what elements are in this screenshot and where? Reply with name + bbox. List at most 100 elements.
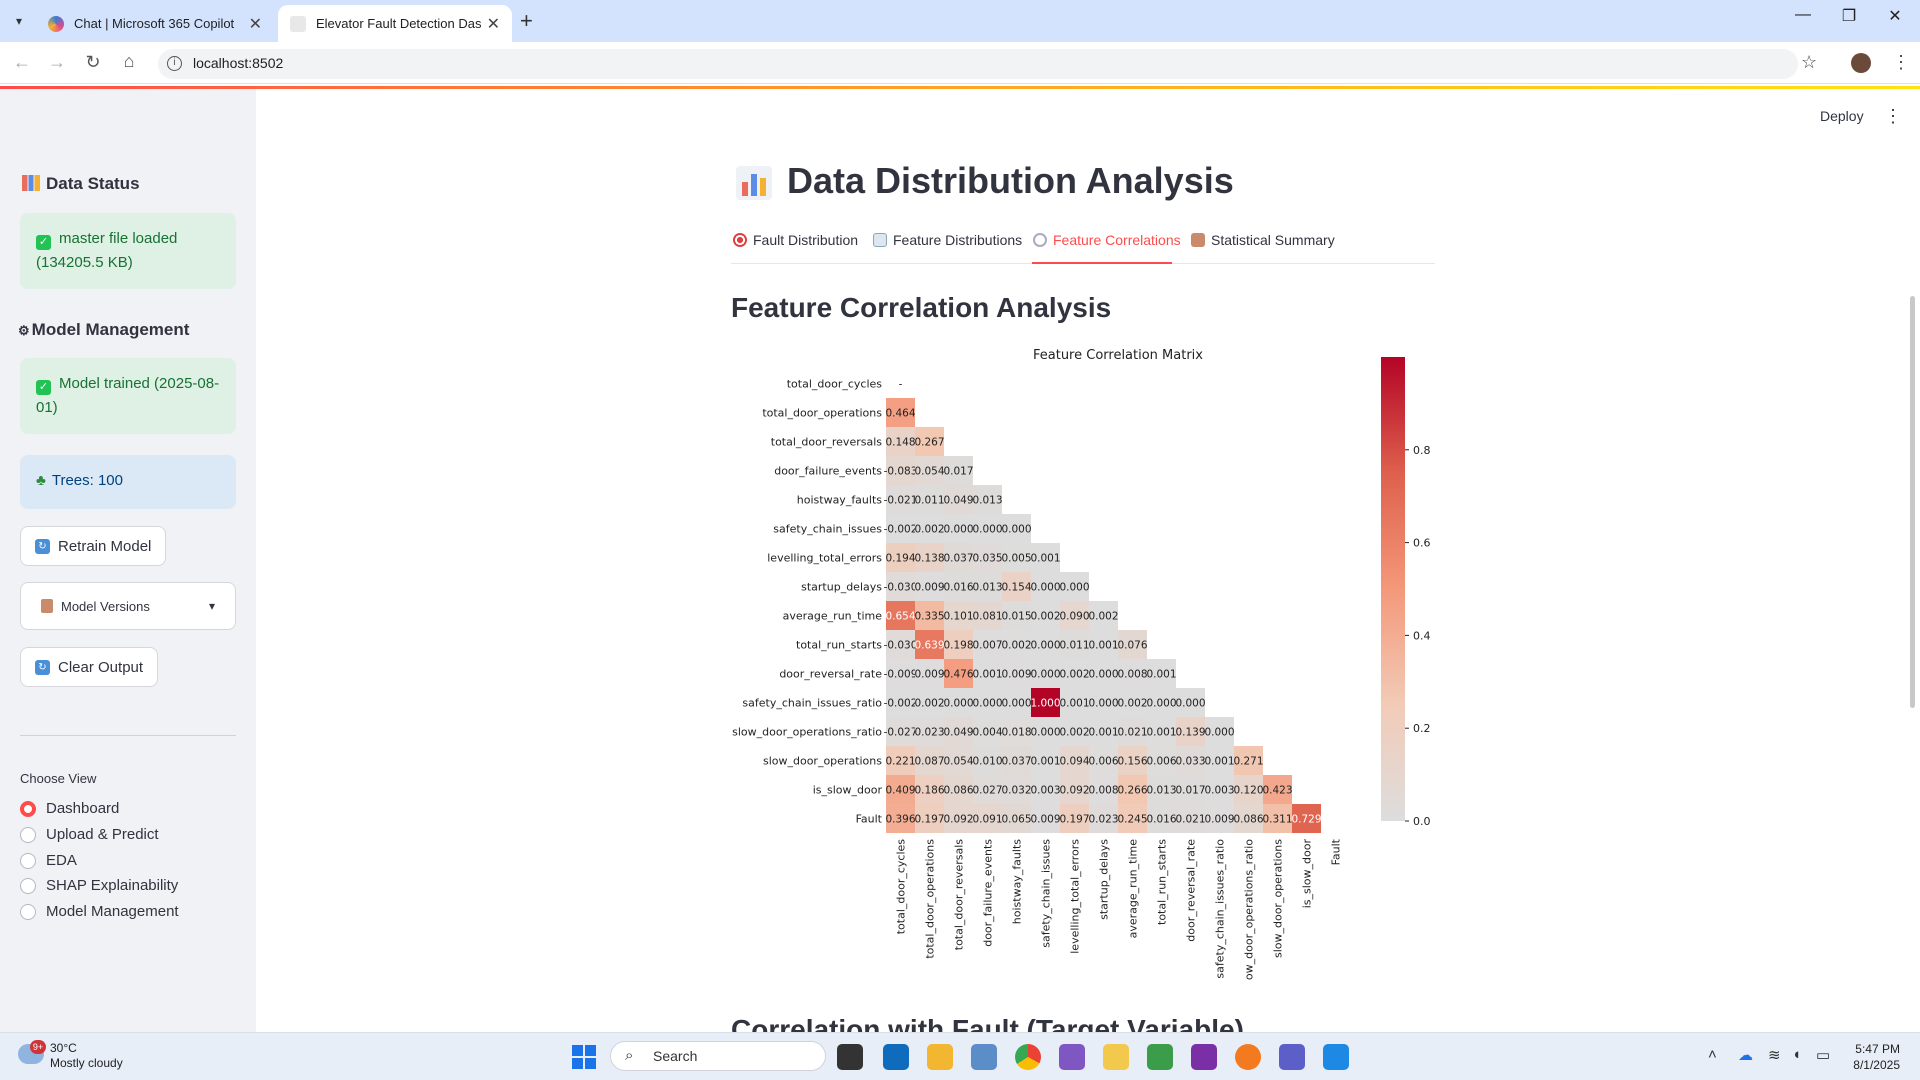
weather-temp: 30°C [50,1041,77,1055]
tab-bar: Fault Distribution Feature Distributions… [731,232,1435,264]
heatmap-cell [1031,572,1060,601]
tab-feature-distributions[interactable]: Feature Distributions [873,232,1022,248]
heatmap-cell [1292,804,1321,833]
bar-chart-icon [736,166,772,200]
tab-fault-distribution[interactable]: Fault Distribution [733,232,858,248]
clear-output-button[interactable]: ↻ Clear Output [20,647,159,687]
site-info-icon[interactable]: i [167,56,182,71]
windows-start-icon[interactable] [572,1045,596,1069]
onedrive-icon[interactable]: ☁ [1738,1047,1753,1064]
colorbar-tick-label: 0.6 [1413,537,1431,550]
radio-upload-predict[interactable]: Upload & Predict [20,826,159,843]
heatmap-cell [886,775,915,804]
tab-search-icon[interactable]: ▾ [15,14,23,28]
browser-tab-copilot[interactable]: Chat | Microsoft 365 Copilot ✕ [36,5,274,42]
correlation-heatmap: Feature Correlation Matrix - total_door_cy… [732,348,1431,980]
scrollbar[interactable] [1910,296,1915,708]
wifi-icon[interactable]: ≋ [1768,1047,1781,1064]
radio-shap[interactable]: SHAP Explainability [20,877,178,894]
restore-icon[interactable]: ❐ [1841,8,1857,25]
paint-icon[interactable] [1103,1044,1129,1070]
cell-value: 0.091 [972,814,1002,826]
radio-label: Model Management [46,903,179,920]
cell-value: 0.000 [1088,698,1118,710]
reload-icon[interactable]: ↻ [85,52,101,72]
cell-value: 0.086 [1233,814,1263,826]
model-versions-expander[interactable]: Model Versions ▾ [20,582,236,630]
cell-value: 0.092 [943,814,973,826]
cell-value: 0.000 [1059,582,1089,594]
retrain-model-button[interactable]: ↻ Retrain Model [20,526,167,566]
outlook-icon[interactable] [883,1044,909,1070]
browser-menu-icon[interactable]: ⋮ [1892,52,1910,72]
bookmark-star-icon[interactable]: ☆ [1801,52,1818,72]
back-icon[interactable]: ← [13,52,31,72]
heatmap-cell [973,514,1002,543]
heatmap-cell [1060,630,1089,659]
vscode-icon[interactable] [1323,1044,1349,1070]
heatmap-cell [1234,804,1263,833]
visual-studio-icon[interactable] [1059,1044,1085,1070]
data-status-alert: ✓ master file loaded (134205.5 KB) [20,213,236,289]
browser-tab-dashboard[interactable]: Elevator Fault Detection Dashbo ✕ [278,5,512,42]
minimize-icon[interactable]: — [1795,6,1811,23]
row-label: startup_delays [801,581,882,594]
column-label: safety_chain_issues_ratio [1214,839,1227,979]
column-label: door_failure_events [982,839,995,947]
cell-value: 0.001 [1146,727,1176,739]
chevron-up-icon[interactable]: ˄ [1708,1046,1717,1063]
tab-feature-correlations[interactable]: Feature Correlations [1033,232,1181,248]
column-label: Fault [1330,838,1343,865]
cell-value: 0.266 [1117,785,1147,797]
chrome-icon[interactable] [1015,1044,1041,1070]
tab-statistical-summary[interactable]: Statistical Summary [1191,232,1335,248]
new-tab-icon[interactable]: + [520,8,533,33]
postman-icon[interactable] [1235,1044,1261,1070]
section-title: Feature Correlation Analysis [731,292,1112,323]
volume-icon[interactable]: ◖ [1792,1046,1802,1063]
main-menu-icon[interactable]: ⋮ [1884,106,1902,126]
heatmap-cell [1263,804,1292,833]
address-bar[interactable] [158,49,1798,79]
clock[interactable]: 5:47 PM 8/1/2025 [1840,1041,1900,1073]
heatmap-cell [1147,804,1176,833]
row-label: total_door_cycles [787,378,883,391]
radio-dashboard[interactable]: Dashboard [20,800,119,817]
excel-icon[interactable] [1147,1044,1173,1070]
heatmap-cell [1205,717,1234,746]
file-explorer-icon[interactable] [927,1044,953,1070]
heatmap-cell [915,543,944,572]
home-icon[interactable]: ⌂ [123,51,135,71]
heatmap-cell [1089,717,1118,746]
heatmap-cell [1060,746,1089,775]
battery-icon[interactable]: ▭ [1816,1047,1831,1064]
cell-value: -0.027 [884,727,918,739]
teams-icon[interactable] [1279,1044,1305,1070]
widgets-icon[interactable] [971,1044,997,1070]
radio-model-management[interactable]: Model Management [20,903,179,920]
close-tab-icon[interactable]: ✕ [486,15,500,33]
close-tab-icon[interactable]: ✕ [248,15,262,33]
taskbar-search[interactable]: ⌕ Search [610,1041,826,1071]
profile-avatar[interactable] [1851,53,1871,73]
heatmap-cell [886,717,915,746]
cell-value: 0.008 [1117,669,1147,681]
cell-value: 0.001 [1059,698,1089,710]
url-text[interactable]: localhost:8502 [193,55,284,71]
heatmap-cell [1205,746,1234,775]
heatmap-cell [886,630,915,659]
heatmap-cell [944,775,973,804]
cell-value: 0.000 [1030,640,1060,652]
weather-widget[interactable]: 30°C Mostly cloudy [50,1041,123,1071]
close-window-icon[interactable]: ✕ [1888,8,1902,25]
heatmap-cell [1089,746,1118,775]
heatmap-cell [915,514,944,543]
cell-value: 0.054 [914,466,944,478]
forward-icon[interactable]: → [48,52,66,72]
colorbar-tick-label: 0.8 [1413,444,1431,457]
onenote-icon[interactable] [1191,1044,1217,1070]
task-view-icon[interactable] [837,1044,863,1070]
deploy-button[interactable]: Deploy [1820,108,1864,124]
heatmap-cell [1147,746,1176,775]
radio-eda[interactable]: EDA [20,852,77,869]
